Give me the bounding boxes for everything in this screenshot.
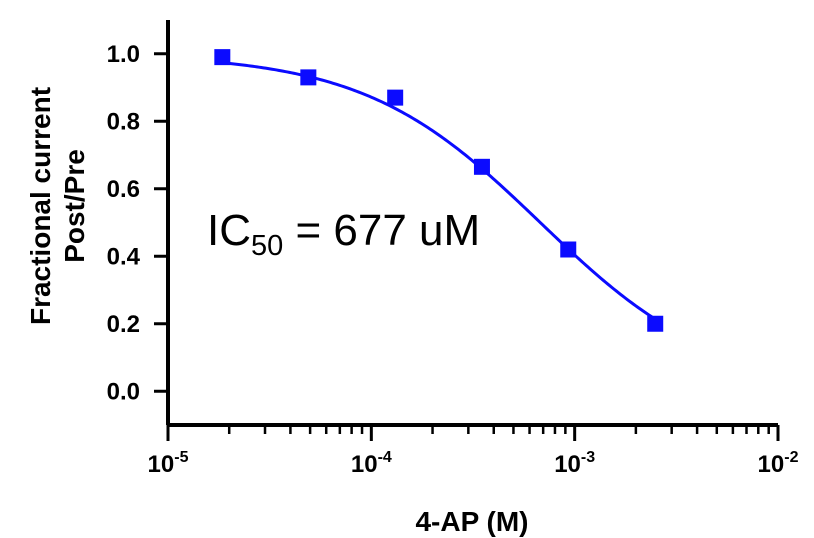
axes <box>166 20 778 427</box>
data-point <box>560 241 577 258</box>
x-tick-label: 10-3 <box>554 449 595 478</box>
x-tick-label: 10-2 <box>758 449 799 478</box>
x-axis-ticks: 10-5 10-4 10-3 10-2 <box>148 425 799 478</box>
data-point <box>647 315 664 332</box>
y-tick-label: 0.4 <box>107 243 141 270</box>
y-axis-title-line2: Post/Pre <box>59 149 90 263</box>
y-axis-title-line1: Fractional current <box>25 87 56 325</box>
data-points <box>214 49 664 332</box>
y-axis-ticks: 0.0 0.2 0.4 0.6 0.8 1.0 <box>107 41 168 405</box>
y-tick-label: 0.6 <box>107 176 140 203</box>
data-point <box>214 49 231 66</box>
ic50-annotation: IC50 = 677 uM <box>207 206 480 262</box>
y-tick-label: 1.0 <box>107 41 140 68</box>
y-tick-label: 0.0 <box>107 378 140 405</box>
x-axis-title: 4-AP (M) <box>415 506 528 537</box>
x-tick-label: 10-5 <box>148 449 189 478</box>
data-point <box>387 89 404 106</box>
data-point <box>473 158 490 175</box>
y-tick-label: 0.2 <box>107 311 140 338</box>
data-point <box>300 69 317 86</box>
fit-curve <box>222 61 657 321</box>
y-axis-title: Fractional current Post/Pre <box>25 87 90 325</box>
y-tick-label: 0.8 <box>107 108 140 135</box>
x-tick-label: 10-4 <box>351 449 392 478</box>
